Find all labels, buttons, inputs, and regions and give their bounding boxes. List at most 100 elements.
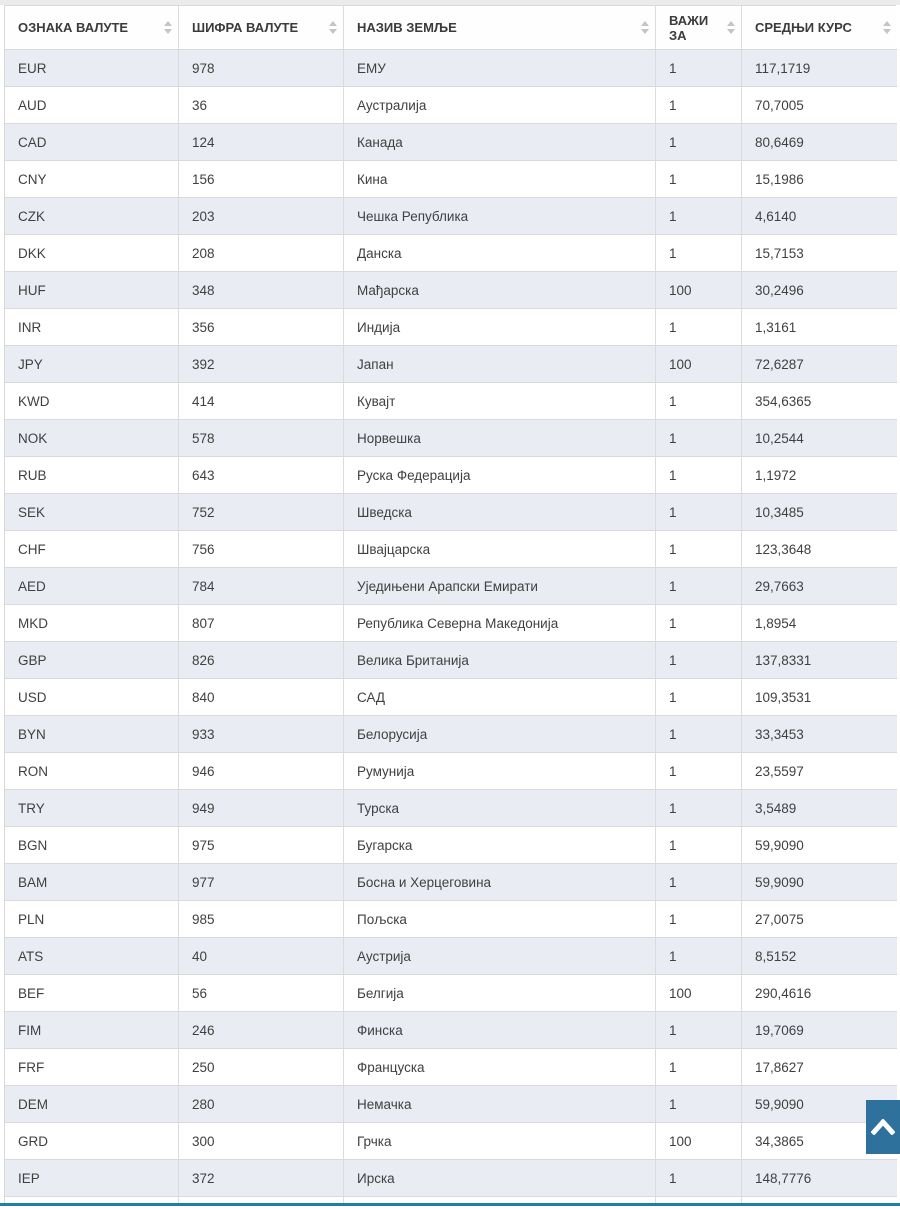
cell-num: 977 [179, 864, 344, 901]
cell-unit: 1 [656, 938, 742, 975]
table-row: TRY 949 Турска 1 3,5489 [5, 790, 897, 827]
cell-rate: 1,3161 [742, 309, 897, 346]
cell-unit: 1 [656, 309, 742, 346]
cell-unit: 1 [656, 642, 742, 679]
cell-country: Руска Федерација [344, 457, 656, 494]
cell-unit: 1 [656, 827, 742, 864]
table-row: CHF 756 Швајцарска 1 123,3648 [5, 531, 897, 568]
table-row: GRD 300 Грчка 100 34,3865 [5, 1123, 897, 1160]
cell-num: 156 [179, 161, 344, 198]
cell-code: BEF [5, 975, 179, 1012]
cell-num: 124 [179, 124, 344, 161]
column-header-num[interactable]: ШИФРА ВАЛУТЕ [179, 6, 344, 50]
cell-num: 356 [179, 309, 344, 346]
cell-num: 978 [179, 50, 344, 87]
table-row: MKD 807 Република Северна Македонија 1 1,895… [5, 605, 897, 642]
cell-country: Румунија [344, 753, 656, 790]
cutoff-cell [656, 1197, 742, 1203]
table-row: BAM 977 Босна и Херцеговина 1 59,9090 [5, 864, 897, 901]
cell-num: 300 [179, 1123, 344, 1160]
column-header-label: ШИФРА ВАЛУТЕ [192, 20, 299, 35]
cell-country: Француска [344, 1049, 656, 1086]
cell-code: CZK [5, 198, 179, 235]
cell-code: DEM [5, 1086, 179, 1123]
cell-rate: 33,3453 [742, 716, 897, 753]
table-row: CZK 203 Чешка Република 1 4,6140 [5, 198, 897, 235]
cell-code: GBP [5, 642, 179, 679]
table-row: PLN 985 Пољска 1 27,0075 [5, 901, 897, 938]
cell-unit: 1 [656, 420, 742, 457]
sort-icon [329, 21, 337, 34]
cell-unit: 1 [656, 1049, 742, 1086]
table-row: USD 840 САД 1 109,3531 [5, 679, 897, 716]
cell-code: EUR [5, 50, 179, 87]
cell-code: BGN [5, 827, 179, 864]
table-row: FRF 250 Француска 1 17,8627 [5, 1049, 897, 1086]
cell-num: 643 [179, 457, 344, 494]
cell-code: CHF [5, 531, 179, 568]
cell-num: 578 [179, 420, 344, 457]
cutoff-cell [5, 1197, 179, 1203]
cell-rate: 8,5152 [742, 938, 897, 975]
cell-unit: 1 [656, 124, 742, 161]
cell-code: AUD [5, 87, 179, 124]
cell-country: Чешка Република [344, 198, 656, 235]
cell-code: CAD [5, 124, 179, 161]
cell-unit: 1 [656, 50, 742, 87]
table-row: INR 356 Индија 1 1,3161 [5, 309, 897, 346]
table-row: BEF 56 Белгија 100 290,4616 [5, 975, 897, 1012]
cell-num: 807 [179, 605, 344, 642]
cell-country: Јапан [344, 346, 656, 383]
cell-country: Турска [344, 790, 656, 827]
cell-num: 372 [179, 1160, 344, 1197]
cell-unit: 1 [656, 161, 742, 198]
cell-rate: 137,8331 [742, 642, 897, 679]
cell-code: NOK [5, 420, 179, 457]
cell-country: Уједињени Арапски Емирати [344, 568, 656, 605]
cutoff-cell [179, 1197, 344, 1203]
table-header-row: ОЗНАКА ВАЛУТЕ ШИФРА ВАЛУТЕ НАЗИВ ЗЕМЉЕ ВАЖИ… [5, 6, 897, 50]
cell-num: 348 [179, 272, 344, 309]
cutoff-cell [742, 1197, 897, 1203]
cell-num: 246 [179, 1012, 344, 1049]
cell-country: Индија [344, 309, 656, 346]
cell-unit: 1 [656, 716, 742, 753]
cell-rate: 15,1986 [742, 161, 897, 198]
cell-unit: 1 [656, 679, 742, 716]
cell-num: 36 [179, 87, 344, 124]
cell-code: BAM [5, 864, 179, 901]
cell-code: DKK [5, 235, 179, 272]
cell-country: Аустрија [344, 938, 656, 975]
cell-rate: 59,9090 [742, 827, 897, 864]
cell-unit: 1 [656, 1086, 742, 1123]
cell-code: TRY [5, 790, 179, 827]
cell-num: 840 [179, 679, 344, 716]
column-header-code[interactable]: ОЗНАКА ВАЛУТЕ [5, 6, 179, 50]
cell-code: AED [5, 568, 179, 605]
cell-country: Аустралија [344, 87, 656, 124]
cell-rate: 70,7005 [742, 87, 897, 124]
cell-country: Канада [344, 124, 656, 161]
cell-country: Белгија [344, 975, 656, 1012]
cell-code: USD [5, 679, 179, 716]
cell-rate: 354,6365 [742, 383, 897, 420]
cell-rate: 59,9090 [742, 864, 897, 901]
bottom-divider-rule [0, 1203, 900, 1206]
column-header-unit[interactable]: ВАЖИ ЗА [656, 6, 742, 50]
cell-num: 392 [179, 346, 344, 383]
column-header-rate[interactable]: СРЕДЊИ КУРС [742, 6, 897, 50]
cell-unit: 1 [656, 1012, 742, 1049]
cell-rate: 17,8627 [742, 1049, 897, 1086]
cell-rate: 23,5597 [742, 753, 897, 790]
cell-num: 975 [179, 827, 344, 864]
table-row: AED 784 Уједињени Арапски Емирати 1 29,7663 [5, 568, 897, 605]
cell-rate: 123,3648 [742, 531, 897, 568]
cell-unit: 100 [656, 1123, 742, 1160]
column-header-country[interactable]: НАЗИВ ЗЕМЉЕ [344, 6, 656, 50]
table-row: FIM 246 Финска 1 19,7069 [5, 1012, 897, 1049]
column-header-label: СРЕДЊИ КУРС [755, 20, 852, 35]
cell-code: IEP [5, 1160, 179, 1197]
cell-num: 203 [179, 198, 344, 235]
cell-code: RUB [5, 457, 179, 494]
scroll-to-top-button[interactable] [866, 1100, 900, 1154]
